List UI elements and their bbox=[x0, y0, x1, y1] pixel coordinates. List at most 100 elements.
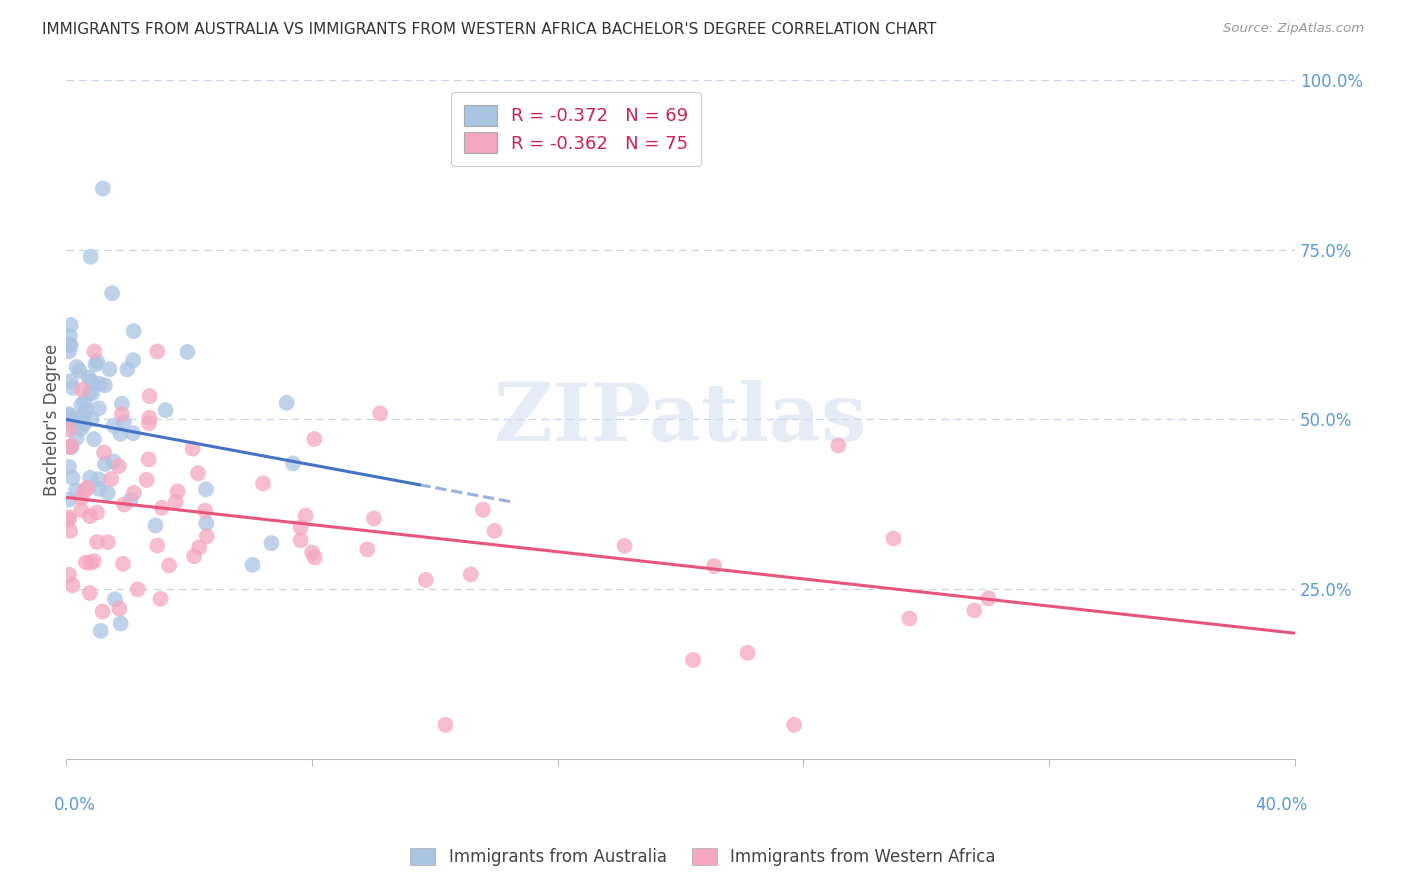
Point bbox=[82, 386, 104, 401]
Point bbox=[101, 286, 124, 301]
Point bbox=[94, 457, 117, 471]
Point bbox=[59, 318, 82, 332]
Point bbox=[356, 542, 378, 557]
Point bbox=[138, 410, 160, 425]
Point bbox=[146, 344, 169, 359]
Point bbox=[66, 431, 89, 445]
Point bbox=[62, 381, 84, 395]
Point bbox=[122, 426, 145, 441]
Point bbox=[60, 440, 83, 454]
Point bbox=[75, 556, 97, 570]
Point bbox=[87, 401, 110, 416]
Point bbox=[69, 364, 91, 378]
Legend: Immigrants from Australia, Immigrants from Western Africa: Immigrants from Australia, Immigrants fr… bbox=[402, 840, 1004, 875]
Point bbox=[79, 471, 101, 485]
Point bbox=[100, 472, 122, 486]
Point bbox=[94, 378, 117, 392]
Point bbox=[104, 592, 127, 607]
Point bbox=[70, 383, 93, 397]
Point bbox=[290, 520, 312, 534]
Point bbox=[304, 550, 326, 565]
Point bbox=[737, 646, 759, 660]
Point bbox=[79, 556, 101, 570]
Point bbox=[242, 558, 264, 572]
Point bbox=[58, 567, 80, 582]
Point bbox=[290, 533, 312, 548]
Point bbox=[108, 458, 131, 473]
Point bbox=[87, 482, 110, 496]
Point bbox=[73, 408, 96, 422]
Point bbox=[155, 403, 177, 417]
Point bbox=[963, 603, 986, 617]
Point bbox=[181, 442, 204, 456]
Point bbox=[83, 554, 105, 568]
Point bbox=[977, 591, 1000, 606]
Point bbox=[117, 362, 139, 376]
Point bbox=[146, 539, 169, 553]
Point bbox=[86, 506, 108, 520]
Point bbox=[73, 417, 96, 431]
Point bbox=[183, 549, 205, 564]
Point bbox=[75, 403, 97, 417]
Point bbox=[73, 483, 96, 498]
Point bbox=[77, 370, 100, 384]
Point bbox=[471, 502, 494, 516]
Point bbox=[460, 567, 482, 582]
Point bbox=[363, 511, 385, 525]
Point bbox=[84, 358, 107, 372]
Point bbox=[59, 329, 82, 343]
Point bbox=[135, 473, 157, 487]
Point bbox=[70, 398, 93, 412]
Point bbox=[195, 516, 218, 531]
Point bbox=[122, 485, 145, 500]
Point bbox=[91, 605, 114, 619]
Point bbox=[122, 324, 145, 338]
Text: Source: ZipAtlas.com: Source: ZipAtlas.com bbox=[1223, 22, 1364, 36]
Point bbox=[79, 509, 101, 524]
Y-axis label: Bachelor's Degree: Bachelor's Degree bbox=[44, 343, 60, 496]
Point bbox=[252, 476, 274, 491]
Point bbox=[827, 439, 849, 453]
Point bbox=[301, 545, 323, 559]
Point bbox=[294, 508, 316, 523]
Point bbox=[703, 559, 725, 574]
Point bbox=[60, 439, 83, 453]
Point bbox=[415, 573, 437, 587]
Point bbox=[70, 503, 93, 517]
Point bbox=[80, 374, 103, 388]
Point bbox=[194, 483, 217, 497]
Point bbox=[65, 483, 87, 498]
Point bbox=[66, 359, 89, 374]
Point bbox=[103, 454, 125, 468]
Point bbox=[58, 411, 80, 425]
Point bbox=[70, 491, 93, 506]
Point bbox=[89, 376, 111, 391]
Point bbox=[138, 452, 160, 467]
Point bbox=[62, 471, 84, 485]
Point bbox=[188, 541, 211, 555]
Point bbox=[59, 374, 82, 388]
Point bbox=[149, 591, 172, 606]
Point bbox=[58, 337, 80, 351]
Point bbox=[194, 503, 217, 517]
Point bbox=[103, 418, 125, 433]
Point bbox=[111, 397, 134, 411]
Point bbox=[58, 510, 80, 524]
Point bbox=[80, 412, 103, 426]
Text: ZIPatlas: ZIPatlas bbox=[495, 380, 866, 458]
Point bbox=[98, 362, 121, 376]
Point bbox=[484, 524, 506, 538]
Point bbox=[86, 535, 108, 549]
Point bbox=[60, 338, 83, 352]
Point bbox=[187, 467, 209, 481]
Point bbox=[368, 406, 391, 420]
Point bbox=[87, 472, 110, 486]
Point bbox=[110, 426, 132, 441]
Point bbox=[166, 484, 188, 499]
Point bbox=[90, 624, 112, 638]
Point bbox=[281, 456, 304, 470]
Text: 0.0%: 0.0% bbox=[53, 797, 96, 814]
Point bbox=[108, 601, 131, 615]
Point bbox=[60, 578, 83, 592]
Point bbox=[58, 418, 80, 433]
